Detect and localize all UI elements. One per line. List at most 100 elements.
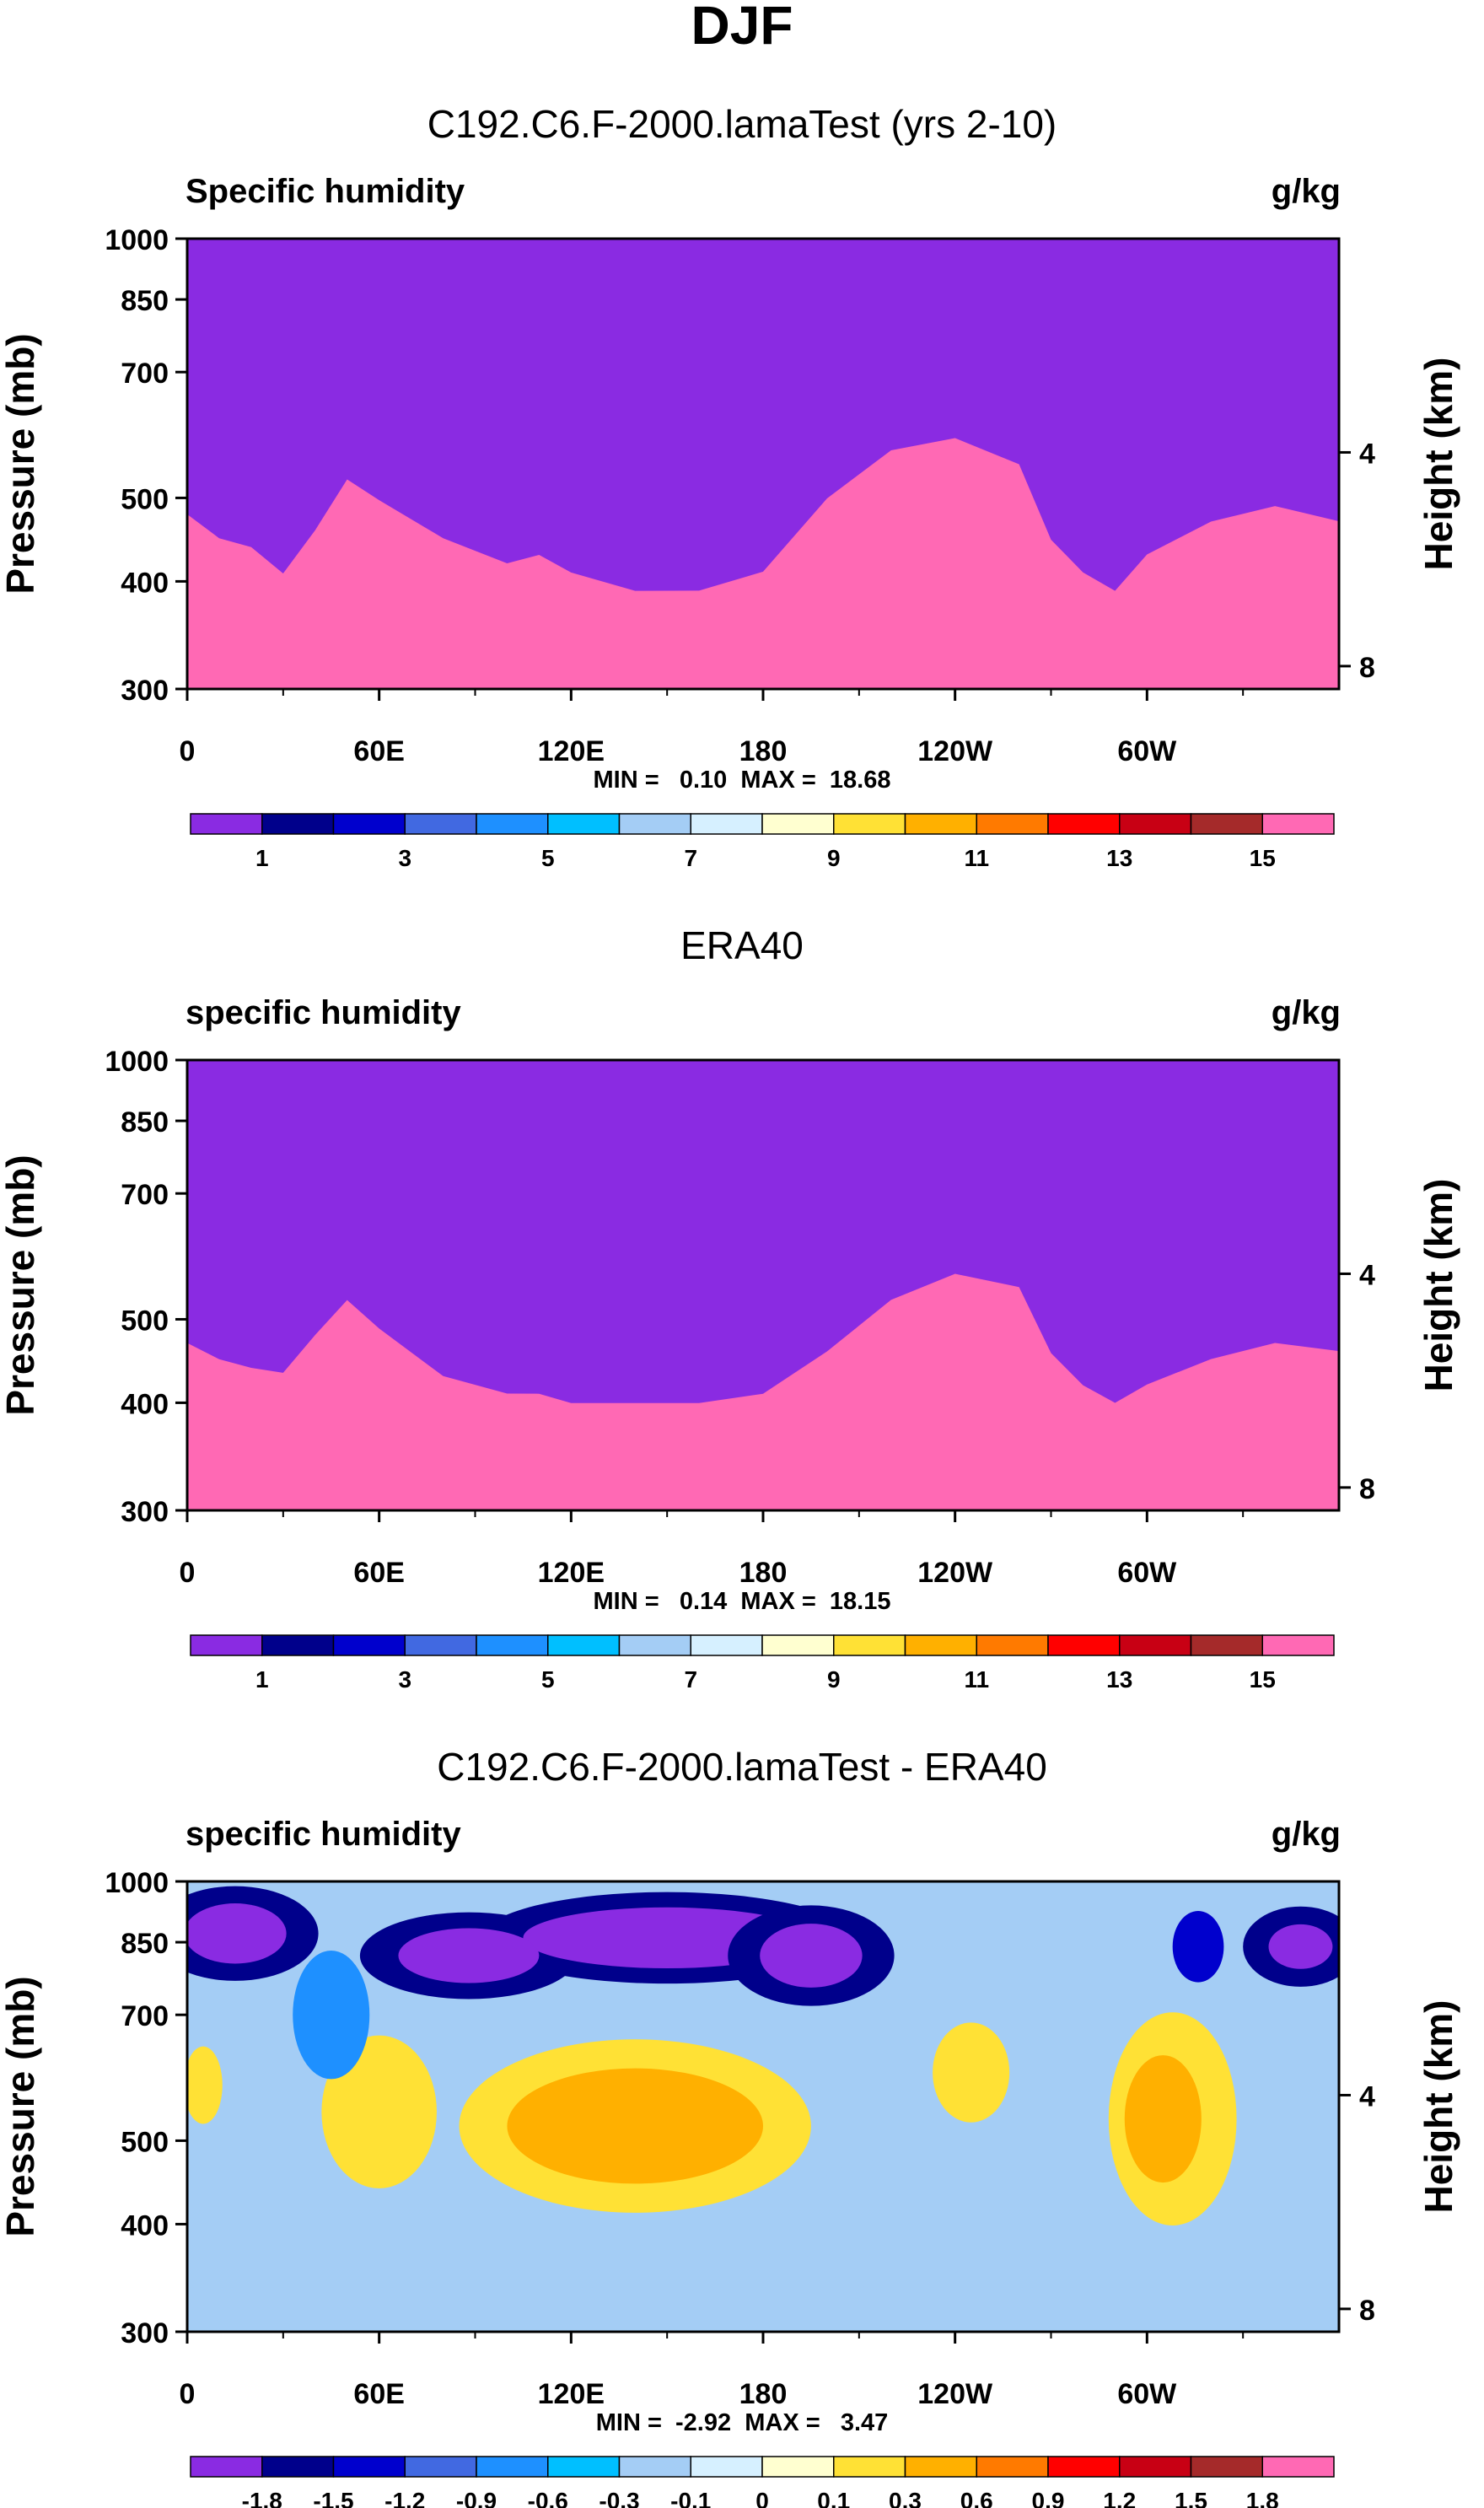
anomaly-contour-3 (507, 2068, 763, 2184)
anomaly-contour-9 (321, 2035, 437, 2188)
anomaly-contour-12 (398, 1928, 540, 1983)
x-tick-label: 0 (180, 1557, 196, 1589)
colorbar-swatch (833, 813, 906, 835)
humidity-band-0 (187, 239, 1339, 591)
x-tick-label: 0 (180, 735, 196, 767)
panel-3: C192.C6.F-2000.lamaTest - ERA40 specific … (0, 1745, 1460, 2508)
colorbar-swatch (476, 1634, 549, 1656)
x-tick-label: 180 (739, 1557, 788, 1589)
colorbar-label: -1.5 (313, 2488, 353, 2508)
humidity-band-0 (187, 1060, 1339, 1403)
colorbar-swatch (476, 2456, 549, 2478)
colorbar-swatch (976, 813, 1049, 835)
x-tick-label: 120W (917, 1557, 993, 1589)
x-tick-label: 120E (538, 735, 605, 767)
units-label: g/kg (1272, 994, 1341, 1031)
colorbar-swatch (261, 813, 335, 835)
y-tick-label: 850 (121, 285, 169, 317)
colorbar-label: 13 (1106, 1666, 1132, 1693)
variable-label: specific humidity (186, 1816, 461, 1853)
plot-area (187, 239, 1339, 689)
colorbar-label: 15 (1250, 1666, 1276, 1693)
y-tick-label: 500 (121, 2126, 169, 2158)
colorbar-label: 0.9 (1032, 2488, 1065, 2508)
colorbar-swatch (332, 1634, 406, 1656)
colorbar-swatch (1047, 2456, 1121, 2478)
x-tick-label: 60W (1117, 2378, 1177, 2410)
colorbar-swatch (332, 813, 406, 835)
y-axis-label: Pressure (mb) (0, 1976, 42, 2236)
colorbar-swatch (332, 2456, 406, 2478)
plot-area (187, 1881, 1339, 2332)
x-tick-label: 60W (1117, 1557, 1177, 1589)
y-tick-label: 500 (121, 1305, 169, 1337)
y-tick-label: 500 (121, 483, 169, 515)
x-tick-label: 180 (739, 735, 788, 767)
colorbar-swatch (976, 2456, 1049, 2478)
x-tick-label: 0 (180, 2378, 196, 2410)
right-tick-label: 4 (1359, 1259, 1375, 1291)
colorbar-label: 9 (827, 1666, 841, 1693)
y-tick-label: 400 (121, 1388, 169, 1420)
x-tick-label: 180 (739, 2378, 788, 2410)
colorbar-swatch (761, 2456, 835, 2478)
colorbar-swatch (404, 813, 477, 835)
min-max-stats: MIN = -2.92 MAX = 3.47 (596, 2409, 889, 2436)
colorbar-label: 7 (684, 845, 697, 871)
y-tick-label: 300 (121, 675, 169, 707)
y-tick-label: 1000 (105, 1867, 169, 1899)
colorbar-swatch (618, 813, 691, 835)
colorbar-label: 1 (255, 1666, 269, 1693)
y-tick-label: 700 (121, 2000, 169, 2032)
variable-label: Specific humidity (186, 173, 465, 210)
colorbar-swatch (261, 2456, 335, 2478)
y-tick-label: 850 (121, 1106, 169, 1138)
colorbar-label: 11 (964, 1666, 989, 1693)
panel-title: ERA40 (680, 923, 804, 967)
units-label: g/kg (1272, 1816, 1341, 1853)
anomaly-contour-15 (1124, 2055, 1202, 2183)
colorbar-swatch (1190, 1634, 1263, 1656)
colorbar-swatch (976, 1634, 1049, 1656)
x-tick-label: 60E (353, 1557, 405, 1589)
colorbar-swatch (1261, 1634, 1335, 1656)
x-tick-label: 60E (353, 2378, 405, 2410)
colorbar-label: -1.2 (384, 2488, 425, 2508)
colorbar-swatch (190, 813, 263, 835)
right-tick-label: 4 (1359, 2080, 1375, 2112)
anomaly-contour-17 (1172, 1911, 1224, 1983)
x-tick-label: 120E (538, 1557, 605, 1589)
min-max-stats: MIN = 0.10 MAX = 18.68 (594, 767, 891, 794)
colorbar-label: -0.9 (456, 2488, 497, 2508)
colorbar-label: 0.3 (889, 2488, 922, 2508)
colorbar-swatch (761, 813, 835, 835)
colorbar-swatch (1261, 2456, 1335, 2478)
colorbar-label: 3 (398, 1666, 411, 1693)
anomaly-contour-13 (187, 1903, 287, 1964)
colorbar-label: 13 (1106, 845, 1132, 871)
colorbar-swatch (1190, 813, 1263, 835)
colorbar-swatch (404, 1634, 477, 1656)
y-tick-label: 400 (121, 567, 169, 599)
colorbar-swatch (190, 2456, 263, 2478)
colorbar-swatch (618, 2456, 691, 2478)
colorbar-label: 5 (541, 845, 555, 871)
colorbar-swatch (190, 1634, 263, 1656)
plot-area (187, 1060, 1339, 1510)
panel-1: C192.C6.F-2000.lamaTest (yrs 2-10) Specif… (0, 102, 1460, 871)
colorbar-label: -0.1 (670, 2488, 711, 2508)
colorbar-swatch (1119, 813, 1192, 835)
colorbar-label: 1 (255, 845, 269, 871)
colorbar-label: 7 (684, 1666, 697, 1693)
colorbar-label: 3 (398, 845, 411, 871)
y-tick-label: 1000 (105, 1046, 169, 1078)
right-tick-label: 8 (1359, 652, 1375, 684)
x-tick-label: 120W (917, 2378, 993, 2410)
anomaly-contour-18 (1268, 1924, 1333, 1969)
variable-label: specific humidity (186, 994, 461, 1031)
x-tick-label: 60E (353, 735, 405, 767)
y-tick-label: 700 (121, 1179, 169, 1211)
units-label: g/kg (1272, 173, 1341, 210)
